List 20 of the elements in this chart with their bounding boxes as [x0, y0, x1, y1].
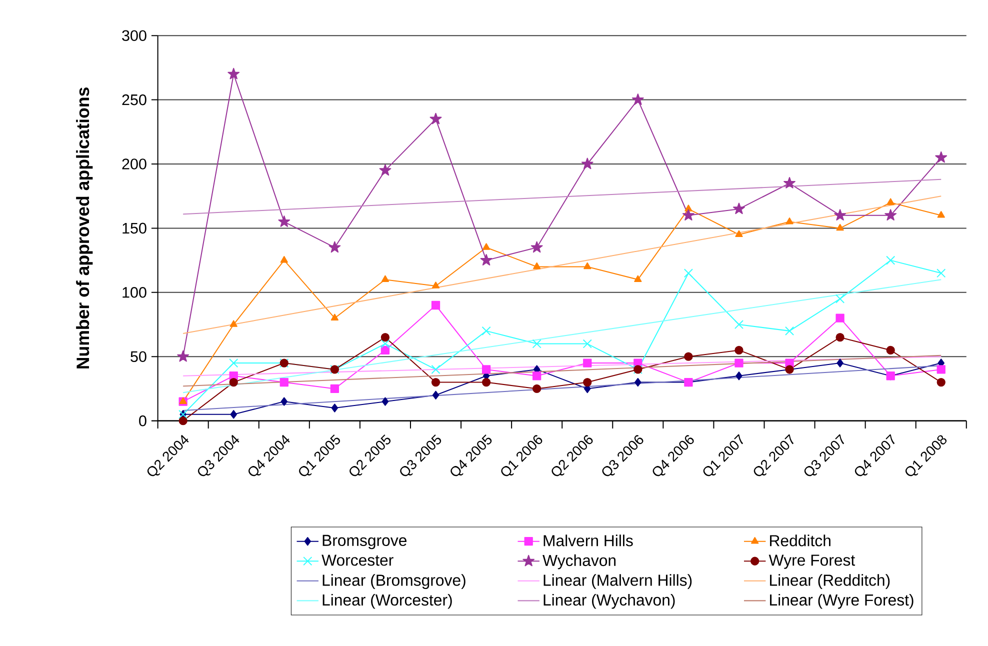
- legend-label: Redditch: [770, 534, 830, 546]
- legend-label: Linear (Worcester): [322, 594, 452, 609]
- legend-label: Linear (Malvern Hills): [544, 574, 692, 590]
- y-tick-label: 150: [122, 222, 146, 234]
- y-tick-label: 250: [122, 94, 146, 106]
- legend-label: Linear (Wychavon): [544, 594, 675, 609]
- legend-label: Worcester: [322, 554, 394, 566]
- legend-label: Linear (Redditch): [770, 574, 890, 590]
- legend-label: Linear (Bromsgrove): [322, 574, 466, 590]
- legend-label: Malvern Hills: [544, 534, 633, 546]
- y-tick-label: 300: [122, 30, 146, 42]
- legend-label: Wychavon: [542, 554, 616, 570]
- y-tick-label: 200: [122, 158, 146, 170]
- y-tick-label: 50: [130, 351, 146, 362]
- legend-label: Linear (Wyre Forest): [770, 594, 914, 609]
- y-tick-label: 0: [139, 416, 146, 426]
- y-tick-label: 100: [122, 287, 146, 298]
- legend-label: Bromsgrove: [322, 535, 406, 550]
- legend-label: Wyre Forest: [768, 554, 856, 570]
- y-axis-title: Number of approved applications: [76, 88, 93, 369]
